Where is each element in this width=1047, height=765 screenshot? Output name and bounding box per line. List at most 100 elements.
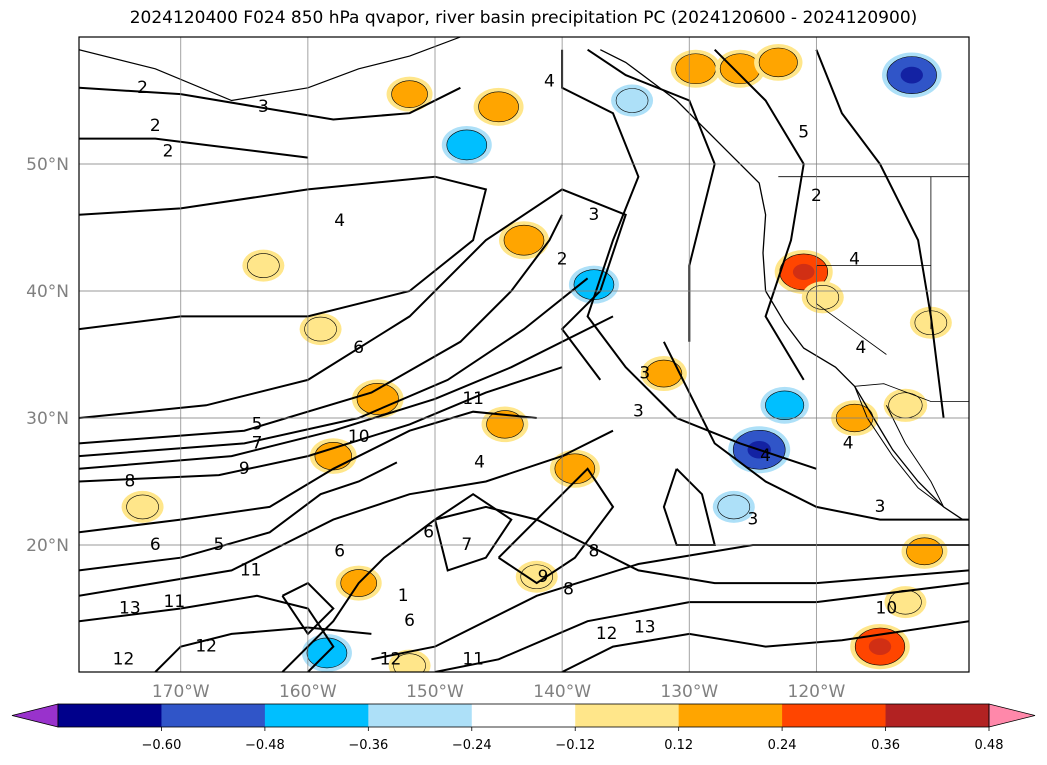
x-tick-label: 130°W [660,682,718,702]
contour-label: 6 [334,541,345,561]
precip-patch [304,316,337,342]
qvapor-contour [561,620,969,672]
baja-coast [854,386,945,508]
contour-label: 10 [348,427,370,447]
colorbar-tick-label: −0.36 [348,738,388,753]
qvapor-contour [434,492,513,572]
qvapor-contour [79,315,614,470]
y-tick-label: 20°N [26,536,69,556]
precip-patch [446,129,488,161]
contour-label: 12 [380,649,402,669]
contour-label: 8 [589,541,600,561]
map-frame [78,36,970,673]
precip-patch [554,453,596,485]
qvapor-contour [497,467,615,585]
contour-label: 8 [124,472,135,492]
precip-patch-core [868,638,892,655]
qvapor-contour [79,594,335,672]
contour-label: 3 [258,97,269,117]
qvapor-contour [713,48,805,381]
qvapor-contour [154,626,372,672]
contour-label: 10 [876,599,898,619]
precip-patch [675,53,716,85]
contour-label: 5 [798,122,809,142]
axis-ticks: 170°W 160°W 150°W 140°W 130°W 120°W 20°N 30°N 40… [26,155,845,702]
colorbar-bin [575,704,680,727]
qvapor-contour [79,461,398,572]
qvapor-contour [79,277,589,458]
political-border [854,383,969,402]
contour-label: 3 [589,205,600,225]
precip-patch [717,494,751,520]
colorbar-tick-label: 0.48 [975,738,1004,753]
qvapor-contour [434,582,969,672]
colorbar-bin [368,704,473,727]
x-tick-label: 170°W [152,682,210,702]
colorbar-tick-label: 0.36 [871,738,900,753]
contour-label: 3 [875,497,886,517]
precip-patch [393,653,426,672]
contour-label: 7 [252,433,263,453]
contour-label: 3 [633,402,644,422]
qvapor-contour [79,366,563,483]
y-tick-label: 30°N [26,409,69,429]
contour-label: 4 [474,452,485,472]
precip-patch [126,494,159,520]
colorbar-bin [161,704,266,727]
precip-patch [765,390,805,420]
contour-label: 11 [462,649,484,669]
precip-patch [356,383,399,415]
colorbar-tick-label: 0.24 [768,738,797,753]
precip-patch [247,253,280,278]
colorbar-bin [58,704,162,727]
qvapor-contour [281,505,969,672]
contour-label: 2 [163,141,174,161]
contour-label: 12 [113,649,135,669]
colorbar-extend-low [11,703,59,728]
contour-label: 4 [849,249,860,269]
precip-patch-core [900,66,923,84]
colorbar-bin [678,704,783,727]
contour-label: 5 [213,535,224,555]
contour-label: 13 [634,618,656,638]
contour-label: 4 [856,338,867,358]
y-tick-label: 40°N [26,282,69,302]
contour-label: 9 [538,567,549,587]
colorbar-bin [471,704,576,727]
contour-label: 4 [760,446,771,466]
colorbar-bin [782,704,887,727]
contour-label: 11 [164,592,186,612]
qvapor-contour [79,214,563,445]
contour-label: 6 [150,535,161,555]
contour-label: 2 [811,186,822,206]
contour-label: 2 [137,78,148,98]
contour-label: 4 [334,211,345,231]
precip-patch [486,410,524,439]
qvapor-contour [79,137,309,159]
contour-label: 6 [423,522,434,542]
precip-patch [806,285,840,310]
chart-title: 2024120400 F024 850 hPa qvapor, river ba… [129,8,918,28]
contour-label: 11 [462,389,484,409]
colorbar-bin [885,704,990,727]
qvapor-contour [281,581,335,636]
qvapor-contour [815,49,945,419]
x-tick-label: 150°W [406,682,464,702]
precip-patch [615,88,649,113]
qvapor-contour [79,175,488,331]
contour-label: 8 [563,579,574,599]
precip-patch [645,359,683,388]
contour-label: 12 [195,637,217,657]
contour-label: 6 [404,611,415,631]
colorbar-tick-label: −0.48 [245,738,285,753]
x-tick-label: 160°W [279,682,337,702]
contour-label: 7 [461,535,472,555]
precip-patch [503,224,545,256]
contour-label: 6 [353,338,364,358]
precip-patch [719,53,761,85]
precip-patch-core [792,263,815,281]
contour-label: 2 [557,249,568,269]
